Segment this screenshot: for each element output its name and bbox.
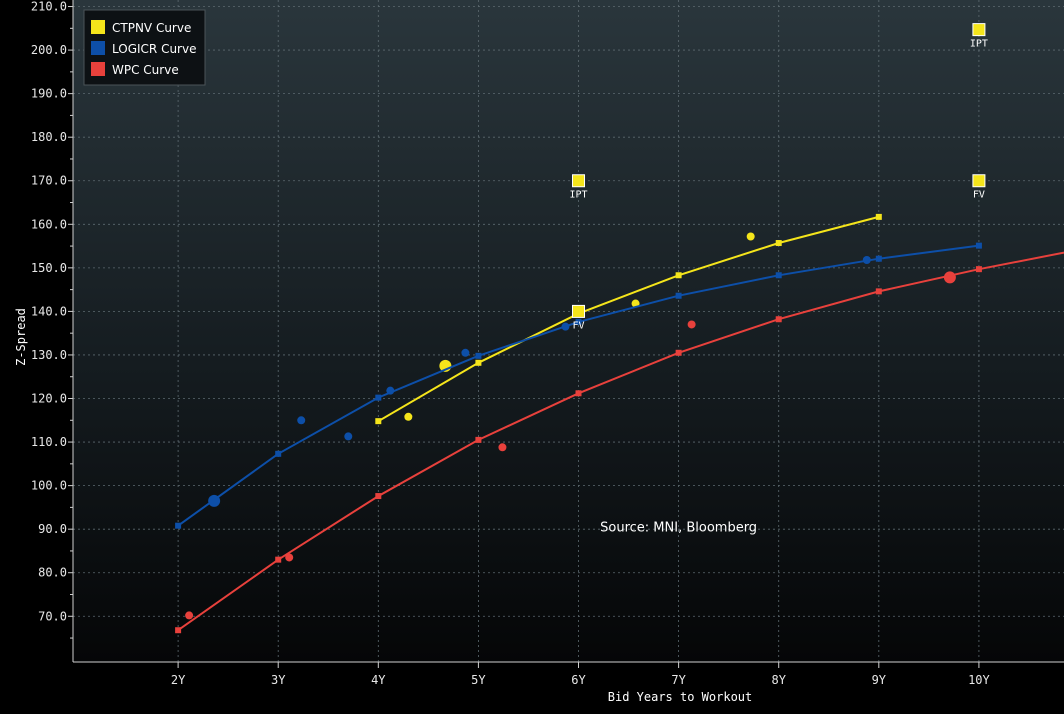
bond-point: [208, 494, 221, 507]
x-tick-label: 9Y: [872, 673, 887, 687]
bond-point: [404, 412, 413, 421]
bond-point: [344, 432, 353, 441]
bond-point: [561, 322, 570, 331]
legend-swatch: [91, 41, 105, 55]
curve-point: [575, 390, 582, 397]
y-tick-label: 150.0: [31, 261, 67, 275]
curve-point: [375, 418, 382, 425]
marker-square: [972, 174, 986, 188]
x-tick-label: 10Y: [968, 673, 990, 687]
curve-point: [375, 394, 382, 401]
bond-point: [498, 443, 507, 452]
y-tick-label: 80.0: [38, 566, 67, 580]
y-tick-label: 210.0: [31, 0, 67, 14]
series-line: [177, 251, 1064, 632]
curve-point: [375, 493, 382, 500]
y-tick-label: 180.0: [31, 130, 67, 144]
bond-point: [285, 553, 294, 562]
plot-background: [73, 0, 1064, 662]
curve-point: [275, 556, 282, 563]
y-tick-label: 170.0: [31, 174, 67, 188]
curve-point: [675, 292, 682, 299]
marker-square: [972, 23, 986, 37]
x-tick-label: 5Y: [471, 673, 486, 687]
y-tick-label: 190.0: [31, 87, 67, 101]
marker-layer: IPT IPT FV FV: [569, 23, 988, 331]
curve-point: [875, 255, 882, 262]
curve-point: [975, 266, 982, 273]
marker-label: FV: [572, 320, 584, 331]
legend-label: CTPNV Curve: [112, 21, 191, 35]
bond-point: [461, 348, 470, 357]
marker-square: [572, 304, 586, 318]
bond-point: [297, 416, 306, 425]
x-tick-label: 4Y: [371, 673, 386, 687]
bond-point: [185, 611, 194, 620]
y-tick-label: 160.0: [31, 217, 67, 231]
y-tick-label: 90.0: [38, 522, 67, 536]
y-tick-label: 130.0: [31, 348, 67, 362]
x-tick-label: 8Y: [771, 673, 786, 687]
series-layer: [175, 213, 1064, 634]
curve-point: [275, 450, 282, 457]
bond-point: [687, 320, 696, 329]
bond-point: [862, 256, 871, 265]
legend: CTPNV Curve LOGICR Curve WPC Curve: [83, 9, 206, 86]
bond-point: [943, 271, 956, 284]
curve-point: [675, 272, 682, 279]
curve-point: [175, 627, 182, 634]
y-axis-title: Z-Spread: [14, 308, 28, 366]
curve-point: [775, 316, 782, 323]
y-tick-label: 100.0: [31, 479, 67, 493]
x-tick-label: 2Y: [171, 673, 186, 687]
y-tick-label: 70.0: [38, 609, 67, 623]
legend-swatch: [91, 20, 105, 34]
curve-point: [775, 272, 782, 279]
curve-point: [575, 318, 582, 325]
curve-point: [475, 352, 482, 359]
x-tick-label: 7Y: [671, 673, 686, 687]
legend-label: WPC Curve: [112, 63, 179, 77]
marker-square: [572, 174, 586, 188]
y-tick-label: 200.0: [31, 43, 67, 57]
y-tick-label: 120.0: [31, 392, 67, 406]
bond-point: [746, 232, 755, 241]
marker-label: IPT: [569, 190, 587, 201]
curve-point: [675, 349, 682, 356]
x-tick-label: 6Y: [571, 673, 586, 687]
grid-lines: [73, 0, 1064, 662]
source-annotation: Source: MNI, Bloomberg: [600, 520, 757, 535]
curve-point: [475, 359, 482, 366]
y-tick-label: 140.0: [31, 304, 67, 318]
marker-label: FV: [973, 190, 985, 201]
series-line: [377, 215, 880, 423]
legend-swatch: [91, 62, 105, 76]
x-tick-label: 3Y: [271, 673, 286, 687]
curve-point: [875, 213, 882, 220]
bond-point: [386, 386, 395, 395]
y-tick-label: 110.0: [31, 435, 67, 449]
curve-point: [475, 436, 482, 443]
curve-point: [175, 522, 182, 529]
curve-point: [975, 242, 982, 249]
curve-point: [875, 288, 882, 295]
curve-point: [775, 240, 782, 247]
marker-label: IPT: [970, 39, 988, 50]
x-axis-title: Bid Years to Workout: [608, 690, 753, 704]
axes: 70.0 80.0 90.0 100.0 110.0 120.0 130.0 140.0 150…: [31, 0, 1064, 687]
legend-label: LOGICR Curve: [112, 42, 196, 56]
